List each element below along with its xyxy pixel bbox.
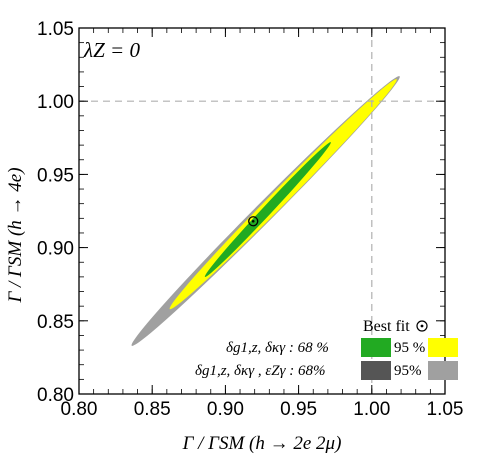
- legend-swatch-yellow: [428, 338, 458, 357]
- confidence-regions: [131, 76, 400, 346]
- x-tick-label: 1.00: [353, 399, 390, 420]
- legend-swatch-darkgray: [361, 361, 391, 380]
- tick-labels: 0.80 0.85 0.90 0.95 1.00 1.05 0.80 0.85 0.90 0.95…: [37, 19, 463, 420]
- legend-row1-label: δg1,z, δκγ : 68 %: [226, 340, 329, 356]
- legend: Best fit δg1,z, δκγ : 68 % 95 % δg1,z, δ…: [195, 318, 458, 380]
- legend-row2-label: δg1,z, δκγ , εZγ : 68%: [195, 363, 326, 379]
- lambda-annotation: λZ = 0: [83, 38, 140, 62]
- x-tick-label: 0.85: [134, 399, 171, 420]
- legend-best-fit-label: Best fit: [363, 318, 410, 335]
- y-tick-label: 1.05: [37, 19, 74, 40]
- axis-ticks: [78, 27, 446, 395]
- x-tick-label: 0.90: [207, 399, 244, 420]
- y-tick-label: 0.80: [37, 385, 74, 406]
- legend-best-fit-marker: [416, 320, 428, 332]
- legend-row1-label2: 95 %: [394, 340, 425, 356]
- best-fit-dot: [251, 219, 255, 223]
- y-tick-label: 0.85: [37, 312, 74, 333]
- y-tick-label: 0.90: [37, 239, 74, 260]
- confidence-region-4: [204, 142, 331, 277]
- best-fit-marker: [248, 216, 259, 227]
- x-tick-label: 1.05: [427, 399, 464, 420]
- legend-row2-label2: 95%: [394, 363, 422, 379]
- legend-swatch-lightgray: [428, 361, 458, 380]
- plot-frame: [78, 27, 446, 395]
- y-axis-label: Γ / ΓSM (h → 4e): [5, 167, 26, 303]
- y-tick-label: 0.95: [37, 165, 74, 186]
- x-axis-label: Γ / ΓSM (h → 2e 2μ): [182, 433, 342, 454]
- x-tick-label: 0.95: [280, 399, 317, 420]
- y-tick-label: 1.00: [37, 92, 74, 113]
- x-tick-label: 0.80: [61, 399, 98, 420]
- legend-swatch-green: [361, 338, 391, 357]
- reference-lines: [79, 28, 445, 394]
